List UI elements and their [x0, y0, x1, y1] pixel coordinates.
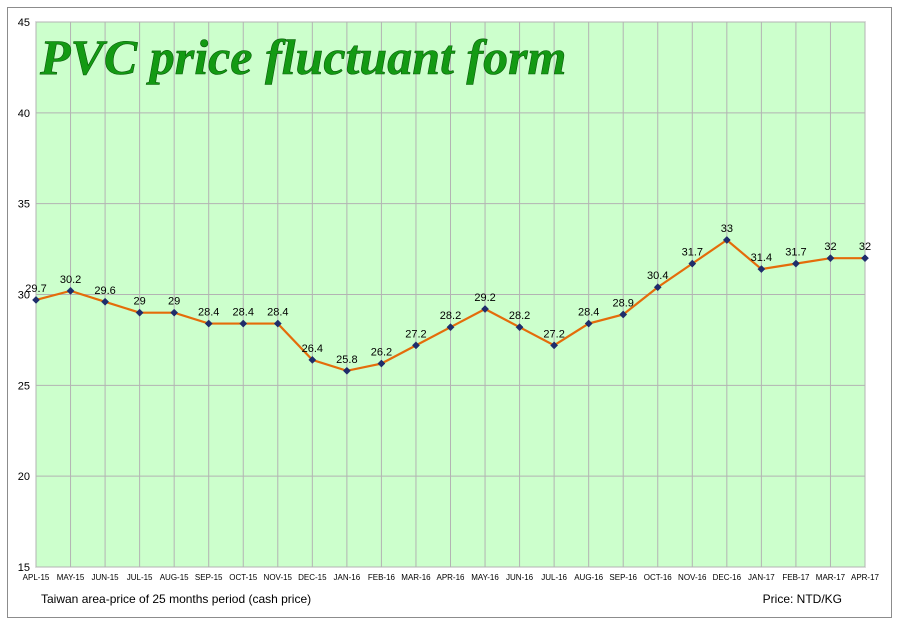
x-tick-label: JAN-16	[334, 573, 361, 582]
x-tick-label: DEC-16	[713, 573, 742, 582]
data-point	[688, 259, 697, 268]
x-tick-label: AUG-16	[574, 573, 603, 582]
data-point	[32, 295, 40, 304]
x-tick-label: JUL-15	[127, 573, 153, 582]
data-markers	[32, 236, 869, 375]
x-tick-label: DEC-15	[298, 573, 327, 582]
data-point	[757, 265, 766, 274]
data-point	[377, 359, 386, 368]
data-point	[239, 319, 248, 328]
data-point	[791, 259, 800, 268]
data-point	[653, 283, 662, 292]
x-tick-label: SEP-16	[609, 573, 637, 582]
data-point	[273, 319, 282, 328]
x-tick-label: NOV-16	[678, 573, 707, 582]
data-label: 28.4	[578, 307, 599, 319]
data-label: 31.7	[785, 247, 806, 259]
data-label: 32	[824, 241, 836, 253]
y-tick-label: 15	[18, 562, 30, 574]
data-point	[308, 355, 317, 364]
y-tick-label: 20	[18, 471, 30, 483]
data-point	[481, 305, 489, 313]
x-axis-caption: Taiwan area-price of 25 months period (c…	[41, 592, 312, 606]
unit-note: Price: NTD/KG	[762, 592, 842, 606]
grid-lines	[35, 21, 866, 568]
data-point	[550, 341, 559, 350]
x-tick-label: JAN-17	[748, 573, 775, 582]
data-labels: 29.7 30.2 29.6 29 29 28.4 28.4 28.4 26.4 25.8 26.2…	[25, 223, 871, 366]
data-label: 33	[721, 223, 733, 235]
y-tick-label: 35	[18, 199, 30, 211]
data-label: 27.2	[543, 328, 564, 340]
data-point	[66, 286, 75, 295]
x-tick-label: JUN-15	[92, 573, 120, 582]
data-label: 27.2	[405, 328, 426, 340]
x-tick-label: AUG-15	[160, 573, 189, 582]
data-point	[826, 254, 835, 263]
data-label: 29.2	[474, 292, 495, 304]
data-label: 30.2	[60, 274, 81, 286]
data-point	[584, 319, 593, 328]
x-tick-label: JUL-16	[541, 573, 567, 582]
data-point	[412, 341, 420, 350]
x-tick-label: FEB-16	[368, 573, 396, 582]
x-tick-label: APL-15	[23, 573, 50, 582]
data-label: 28.9	[612, 297, 633, 309]
data-label: 29	[168, 296, 180, 308]
y-tick-label: 25	[18, 380, 30, 392]
data-label: 25.8	[336, 354, 357, 366]
data-point	[515, 323, 524, 332]
y-axis-ticks: 15 20 25 30 35 40 45	[18, 17, 30, 574]
chart-title: PVC price fluctuant form	[39, 29, 566, 85]
data-label: 31.4	[751, 252, 772, 264]
data-label: 26.4	[302, 343, 323, 355]
data-label: 29.7	[25, 283, 46, 295]
data-point	[446, 323, 455, 332]
data-label: 30.4	[647, 270, 668, 282]
data-point	[342, 366, 351, 375]
data-label: 28.4	[233, 307, 254, 319]
data-label: 32	[859, 241, 871, 253]
x-tick-label: MAY-15	[57, 573, 85, 582]
y-tick-label: 30	[18, 290, 30, 302]
x-tick-label: FEB-17	[782, 573, 810, 582]
y-tick-label: 40	[18, 108, 30, 120]
data-point	[135, 308, 144, 317]
x-tick-label: APR-17	[851, 573, 880, 582]
data-point	[722, 236, 731, 244]
x-tick-label: MAY-16	[471, 573, 499, 582]
data-point	[101, 297, 110, 306]
x-tick-label: OCT-15	[229, 573, 258, 582]
data-label: 29.6	[94, 285, 115, 297]
y-tick-label: 45	[18, 17, 30, 29]
data-label: 28.4	[267, 307, 288, 319]
x-tick-label: OCT-16	[644, 573, 673, 582]
x-tick-label: APR-16	[436, 573, 465, 582]
x-tick-label: SEP-15	[195, 573, 223, 582]
data-label: 28.4	[198, 307, 219, 319]
data-label: 31.7	[682, 247, 703, 259]
data-label: 28.2	[509, 310, 530, 322]
x-tick-label: MAR-16	[401, 573, 431, 582]
x-tick-label: MAR-17	[816, 573, 846, 582]
data-label: 29	[134, 296, 146, 308]
data-point	[204, 319, 213, 328]
data-point	[170, 308, 179, 317]
x-axis-ticks: APL-15 MAY-15 JUN-15 JUL-15 AUG-15 SEP-15 OCT-…	[23, 573, 880, 582]
data-label: 28.2	[440, 310, 461, 322]
x-tick-label: NOV-15	[264, 573, 293, 582]
data-point	[619, 310, 628, 319]
data-point	[861, 254, 869, 263]
x-tick-label: JUN-16	[506, 573, 534, 582]
data-label: 26.2	[371, 347, 392, 359]
